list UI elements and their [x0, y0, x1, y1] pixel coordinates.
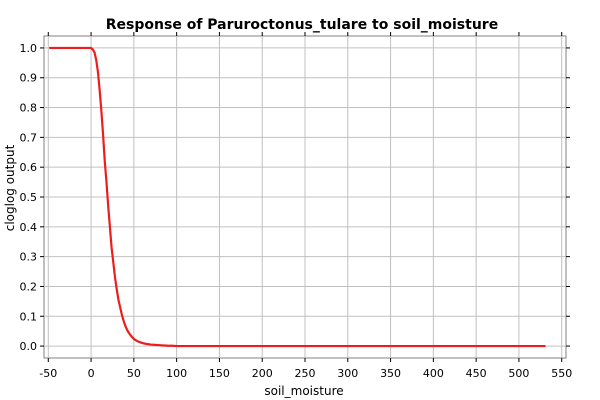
x-tick-label: 50	[127, 367, 141, 380]
y-tick-label: 1.0	[20, 42, 38, 55]
x-tick-label: -50	[39, 367, 57, 380]
y-tick-label: 0.7	[20, 131, 38, 144]
x-axis-label: soil_moisture	[264, 384, 343, 398]
x-tick-label: 150	[209, 367, 230, 380]
y-tick-label: 0.5	[20, 191, 38, 204]
y-tick-label: 0.3	[20, 251, 38, 264]
y-tick-label: 0.4	[20, 221, 38, 234]
y-tick-label: 0.0	[20, 340, 38, 353]
x-tick-label: 0	[88, 367, 95, 380]
chart-title: Response of Paruroctonus_tulare to soil_…	[106, 17, 498, 33]
x-tick-label: 250	[295, 367, 316, 380]
x-tick-label: 400	[423, 367, 444, 380]
y-tick-label: 0.2	[20, 280, 38, 293]
y-tick-label: 0.8	[20, 102, 38, 115]
series-layer	[48, 46, 546, 348]
y-axis: 0.0 0.1 0.2 0.3 0.4 0.5 0.6 0.7 0.8 0.9 1.0	[20, 42, 570, 353]
x-tick-label: 500	[508, 367, 529, 380]
y-axis-label: cloglog output	[3, 144, 17, 231]
series-line-0	[48, 46, 546, 348]
x-axis: -50 0 50 100 150 200 250 300 350 400 450 500 550	[39, 32, 572, 380]
x-tick-label: 350	[380, 367, 401, 380]
y-tick-label: 0.1	[20, 310, 38, 323]
grid-lines	[44, 36, 566, 358]
x-tick-label: 450	[466, 367, 487, 380]
x-tick-label: 200	[252, 367, 273, 380]
plot-area	[43, 35, 567, 359]
x-tick-label: 100	[166, 367, 187, 380]
x-tick-label: 550	[551, 367, 572, 380]
x-tick-label: 300	[337, 367, 358, 380]
y-tick-label: 0.6	[20, 161, 38, 174]
y-tick-label: 0.9	[20, 72, 38, 85]
